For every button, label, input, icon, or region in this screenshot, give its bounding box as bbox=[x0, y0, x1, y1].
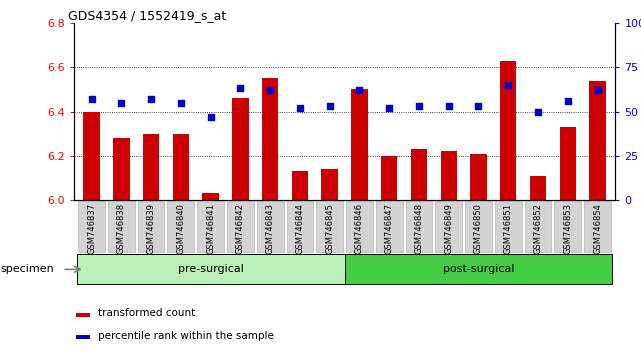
FancyBboxPatch shape bbox=[524, 201, 551, 252]
FancyBboxPatch shape bbox=[227, 201, 254, 252]
FancyBboxPatch shape bbox=[346, 201, 373, 252]
Bar bbox=[440, 152, 457, 200]
FancyBboxPatch shape bbox=[287, 201, 313, 252]
Text: GDS4354 / 1552419_s_at: GDS4354 / 1552419_s_at bbox=[69, 9, 226, 22]
Point bbox=[116, 100, 126, 105]
FancyBboxPatch shape bbox=[77, 255, 345, 284]
Bar bbox=[262, 78, 278, 200]
FancyBboxPatch shape bbox=[345, 255, 612, 284]
Text: GSM746849: GSM746849 bbox=[444, 202, 453, 253]
FancyBboxPatch shape bbox=[197, 201, 224, 252]
Text: GSM746844: GSM746844 bbox=[296, 202, 304, 253]
FancyBboxPatch shape bbox=[376, 201, 403, 252]
Point bbox=[503, 82, 513, 88]
Text: specimen: specimen bbox=[0, 264, 54, 274]
FancyBboxPatch shape bbox=[406, 201, 432, 252]
Bar bbox=[560, 127, 576, 200]
Bar bbox=[470, 154, 487, 200]
Text: GSM746837: GSM746837 bbox=[87, 202, 96, 254]
Text: GSM746854: GSM746854 bbox=[593, 202, 602, 253]
Bar bbox=[203, 193, 219, 200]
FancyBboxPatch shape bbox=[465, 201, 492, 252]
Point bbox=[324, 103, 335, 109]
Bar bbox=[381, 156, 397, 200]
Point bbox=[563, 98, 573, 104]
Bar bbox=[113, 138, 129, 200]
Bar bbox=[76, 313, 90, 317]
Text: GSM746850: GSM746850 bbox=[474, 202, 483, 253]
Bar bbox=[530, 176, 546, 200]
Bar bbox=[322, 169, 338, 200]
Text: GSM746852: GSM746852 bbox=[533, 202, 542, 253]
Text: GSM746848: GSM746848 bbox=[415, 202, 424, 254]
Bar bbox=[83, 112, 100, 200]
Text: GSM746847: GSM746847 bbox=[385, 202, 394, 254]
Bar bbox=[411, 149, 427, 200]
Bar bbox=[232, 98, 249, 200]
FancyBboxPatch shape bbox=[78, 201, 105, 252]
FancyBboxPatch shape bbox=[316, 201, 343, 252]
Point bbox=[354, 87, 365, 93]
Text: post-surgical: post-surgical bbox=[443, 264, 514, 274]
FancyBboxPatch shape bbox=[108, 201, 135, 252]
FancyBboxPatch shape bbox=[554, 201, 581, 252]
FancyBboxPatch shape bbox=[584, 201, 611, 252]
Bar bbox=[76, 335, 90, 339]
FancyBboxPatch shape bbox=[495, 201, 522, 252]
FancyBboxPatch shape bbox=[435, 201, 462, 252]
Text: percentile rank within the sample: percentile rank within the sample bbox=[98, 331, 274, 341]
Text: GSM746841: GSM746841 bbox=[206, 202, 215, 253]
Point bbox=[592, 87, 603, 93]
Bar bbox=[172, 134, 189, 200]
Bar bbox=[500, 61, 517, 200]
Point bbox=[87, 96, 97, 102]
Point bbox=[265, 87, 275, 93]
Bar bbox=[143, 134, 159, 200]
Text: GSM746838: GSM746838 bbox=[117, 202, 126, 254]
Text: GSM746846: GSM746846 bbox=[355, 202, 364, 254]
Text: GSM746843: GSM746843 bbox=[265, 202, 274, 254]
Point bbox=[206, 114, 216, 120]
Point bbox=[146, 96, 156, 102]
Bar bbox=[589, 80, 606, 200]
FancyBboxPatch shape bbox=[138, 201, 165, 252]
FancyBboxPatch shape bbox=[257, 201, 283, 252]
Bar bbox=[292, 171, 308, 200]
Text: GSM746839: GSM746839 bbox=[147, 202, 156, 254]
Text: GSM746851: GSM746851 bbox=[504, 202, 513, 253]
Text: GSM746853: GSM746853 bbox=[563, 202, 572, 254]
Point bbox=[444, 103, 454, 109]
Point bbox=[384, 105, 394, 111]
Text: GSM746840: GSM746840 bbox=[176, 202, 185, 253]
Point bbox=[295, 105, 305, 111]
Point bbox=[414, 103, 424, 109]
Text: pre-surgical: pre-surgical bbox=[178, 264, 244, 274]
FancyBboxPatch shape bbox=[167, 201, 194, 252]
Point bbox=[235, 86, 246, 91]
Point bbox=[473, 103, 483, 109]
Text: GSM746842: GSM746842 bbox=[236, 202, 245, 253]
Bar bbox=[351, 89, 367, 200]
Text: transformed count: transformed count bbox=[98, 308, 196, 318]
Point bbox=[533, 109, 543, 114]
Point bbox=[176, 100, 186, 105]
Text: GSM746845: GSM746845 bbox=[325, 202, 334, 253]
